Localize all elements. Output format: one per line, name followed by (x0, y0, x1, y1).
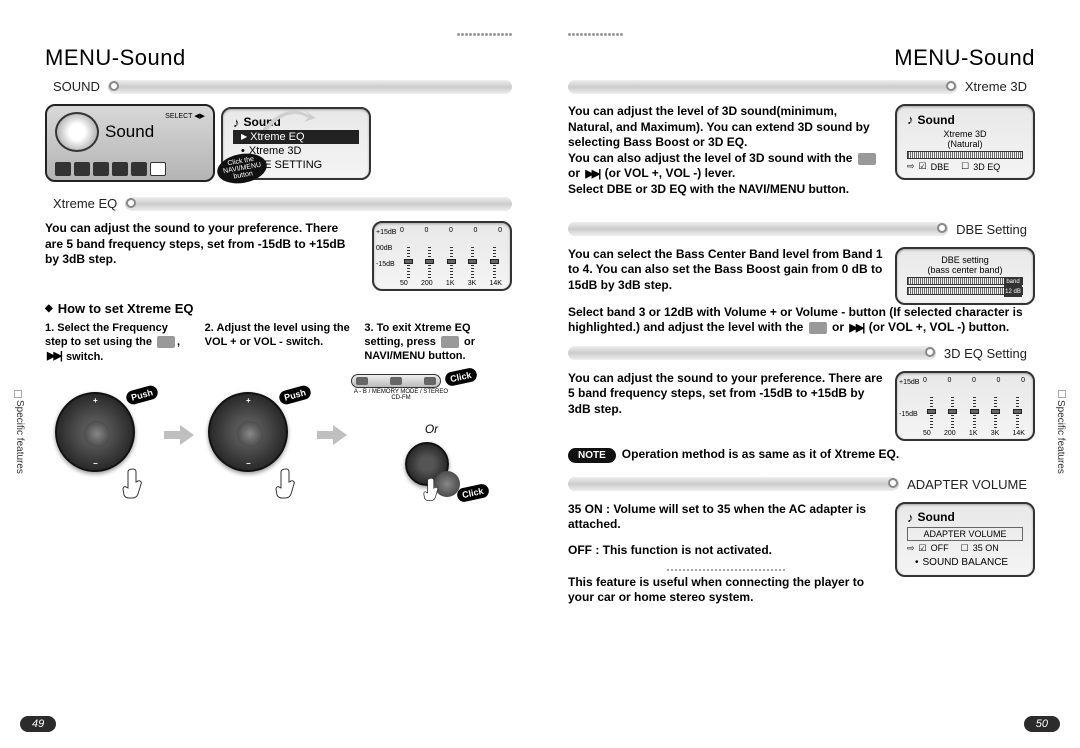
howto-heading: How to set Xtreme EQ (45, 301, 512, 316)
arrow-right-icon (164, 423, 194, 447)
xtreme-3d-desc: You can adjust the level of 3D sound(min… (568, 104, 883, 198)
step-3: 3. To exit Xtreme EQ setting, press or N… (364, 322, 512, 364)
section-xtreme-eq: Xtreme EQ (45, 196, 512, 211)
adapter-desc-2: OFF : This function is not activated. (568, 543, 883, 559)
eq-screen: 00000 +15dB 00dB -15dB 502001K3K14K (372, 221, 512, 291)
header-dots-left (457, 33, 512, 36)
note-row: NOTEOperation method is as same as it of… (568, 447, 1035, 463)
xtreme-eq-desc: You can adjust the sound to your prefere… (45, 221, 356, 268)
adapter-desc-3: This feature is useful when connecting t… (568, 575, 883, 606)
finger-icon (423, 476, 443, 502)
step-1: 1. Select the Frequency step to set usin… (45, 322, 193, 364)
dbe-screen: DBE setting (bass center band) band 3 12… (895, 247, 1035, 305)
section-3deq: 3D EQ Setting (568, 346, 1035, 361)
header-dots-right (568, 33, 623, 36)
dbe-desc: You can select the Bass Center Band leve… (568, 247, 883, 294)
eq3d-screen: 00000 +15dB -15dB 502001K3K14K (895, 371, 1035, 441)
swoosh-arrow-icon (260, 104, 320, 134)
click-badge-2: Click (456, 482, 490, 502)
control-dial-2: + − Push (198, 382, 313, 497)
finger-icon (122, 467, 148, 499)
arrow-right-icon (317, 423, 347, 447)
steps-row: 1. Select the Frequency step to set usin… (45, 322, 512, 364)
page-title-left: MENU-Sound (45, 45, 512, 71)
adapter-volume-screen: Sound ADAPTER VOLUME ⇨☑OFF☐35 ON SOUND B… (895, 502, 1035, 577)
push-badge-2: Push (278, 384, 313, 406)
section-xtreme-3d: Xtreme 3D (568, 79, 1035, 94)
page-title-right: MENU-Sound (568, 45, 1035, 71)
dbe-desc-2: Select band 3 or 12dB with Volume + or V… (568, 305, 1035, 336)
page-number-right: 50 (1024, 716, 1060, 732)
side-label-right: Specific features (1055, 400, 1066, 474)
or-label: Or (351, 422, 512, 436)
eq3d-desc: You can adjust the sound to your prefere… (568, 371, 883, 418)
side-label-left: Specific features (14, 400, 25, 474)
adapter-desc-1: 35 ON : Volume will set to 35 when the A… (568, 502, 883, 533)
page-right: MENU-Sound Xtreme 3D You can adjust the … (540, 0, 1080, 748)
page-number-left: 49 (20, 716, 56, 732)
page-left: MENU-Sound SOUND Sound SELECT ◀▶ Click t… (0, 0, 540, 748)
section-dbe: DBE Setting (568, 222, 1035, 237)
section-adapter-volume: ADAPTER VOLUME (568, 477, 1035, 492)
mode-strip (351, 374, 441, 388)
section-sound: SOUND (45, 79, 512, 94)
step-2: 2. Adjust the level using the VOL + or V… (205, 322, 353, 364)
finger-icon (275, 467, 301, 499)
xtreme-3d-screen: Sound Xtreme 3D (Natural) ⇨☑DBE☐3D EQ (895, 104, 1035, 180)
push-badge: Push (125, 384, 160, 406)
control-dial-1: + − Push (45, 382, 160, 497)
click-badge: Click (444, 366, 478, 386)
device-sound-screen: Sound SELECT ◀▶ (45, 104, 215, 182)
